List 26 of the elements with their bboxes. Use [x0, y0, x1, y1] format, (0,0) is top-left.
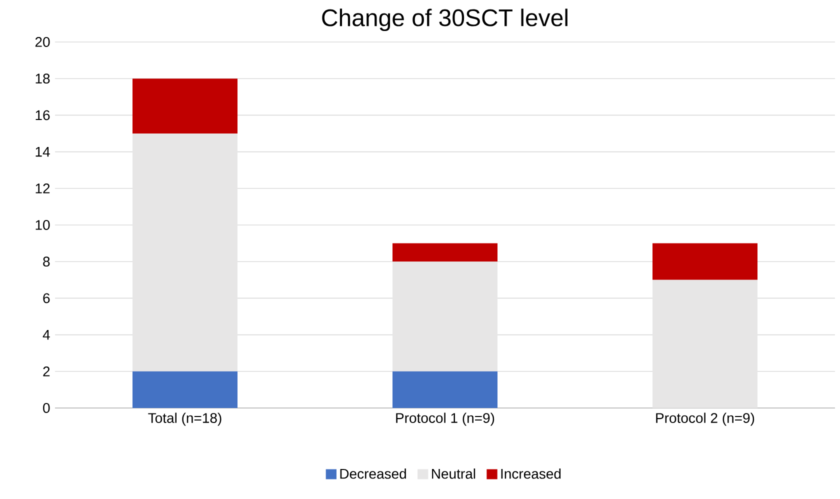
bar	[392, 243, 498, 262]
bar	[392, 262, 498, 372]
bar	[392, 371, 498, 408]
y-tick-label: 2	[43, 366, 50, 376]
legend-label: Increased	[501, 468, 561, 479]
x-tick-label: Protocol 1 (n=9)	[396, 412, 494, 426]
x-tick-label: Protocol 2 (n=9)	[656, 412, 754, 426]
bar	[652, 243, 758, 280]
y-tick-label: 6	[43, 293, 50, 304]
bar	[132, 78, 238, 134]
y-tick-label: 4	[42, 330, 50, 340]
bar	[132, 133, 238, 372]
y-tick-label: 18	[36, 74, 50, 84]
y-tick-label: 0	[43, 403, 50, 413]
bar	[652, 280, 758, 408]
bar	[132, 371, 238, 408]
y-tick-label: 14	[36, 146, 50, 157]
legend-label: Decreased	[340, 468, 406, 479]
y-tick-label: 16	[36, 110, 50, 120]
legend-label: Neutral	[432, 468, 476, 479]
y-tick-label: 12	[36, 184, 50, 194]
chart-title: Change of 30SCT level	[322, 8, 568, 32]
y-tick-label: 10	[36, 220, 50, 230]
y-tick-label: 20	[35, 37, 50, 47]
x-tick-label: Total (n=18)	[148, 412, 222, 426]
y-tick-label: 8	[43, 256, 50, 267]
